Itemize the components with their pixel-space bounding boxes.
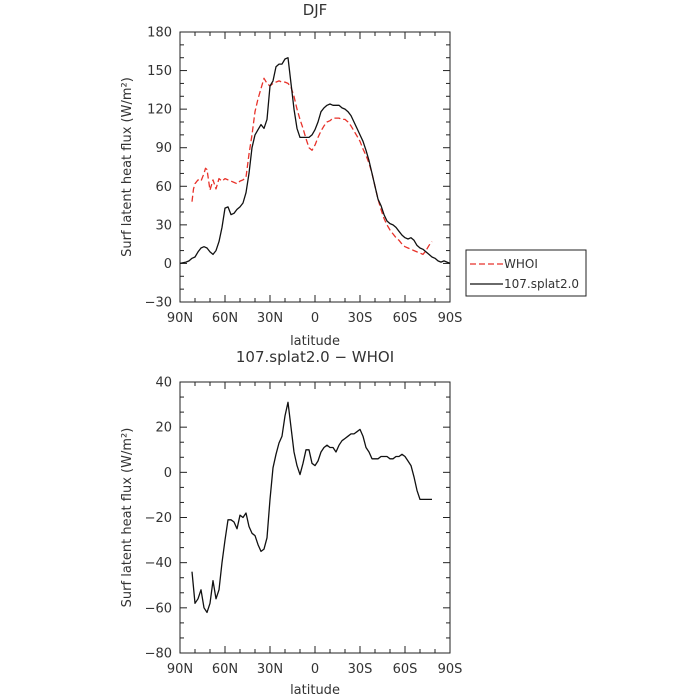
panel2-xtick-label: 30S (348, 662, 373, 677)
panel1-ytick-label: 120 (147, 103, 172, 118)
panel2-xtick-label: 60S (393, 662, 418, 677)
panel2-xtick-label: 90S (438, 662, 463, 677)
panel1-xtick-label: 90S (438, 311, 463, 326)
panel2-xtick-label: 90N (167, 662, 193, 677)
panel2-ytick-label: 0 (164, 466, 172, 481)
panel1-ylabel: Surf latent heat flux (W/m²) (120, 77, 135, 257)
panel1-xtick-label: 30S (348, 311, 373, 326)
panel1-xtick-label: 90N (167, 311, 193, 326)
panel2-ytick-label: −40 (145, 556, 172, 571)
panel2-ytick-label: −60 (145, 601, 172, 616)
panel1-xlabel: latitude (290, 334, 340, 349)
panel1-ytick-label: 90 (155, 141, 172, 156)
panel1-ytick-label: 150 (147, 64, 172, 79)
panel2-plot-frame (179, 381, 451, 654)
panel1-series-whoi (191, 77, 433, 256)
legend-box (465, 249, 587, 297)
panel2-ytick-label: −80 (145, 647, 172, 662)
panel2-ytick-label: −20 (145, 511, 172, 526)
panel1-xtick-label: 30N (257, 311, 283, 326)
panel1-ytick-label: −30 (145, 296, 172, 311)
panel2-series-series-1 (191, 401, 432, 614)
panel2-xtick-label: 0 (311, 662, 319, 677)
panel2-xlabel: latitude (290, 683, 340, 698)
panel1-xtick-label: 60S (393, 311, 418, 326)
panel2-ytick-label: 40 (155, 376, 172, 391)
panel2-ylabel: Surf latent heat flux (W/m²) (120, 428, 135, 608)
panel1-ytick-label: 30 (155, 218, 172, 233)
legend-label-whoi: WHOI (504, 257, 538, 271)
panel1-series-107-splat2-0 (179, 57, 451, 265)
panel1-title: DJF (303, 1, 328, 19)
panel2-xtick-label: 60N (212, 662, 238, 677)
panel1-ytick-label: 60 (155, 180, 172, 195)
panel2-ytick-label: 20 (155, 421, 172, 436)
panel1-ytick-label: 180 (147, 26, 172, 41)
panel1-ytick-label: 0 (164, 257, 172, 272)
panel1-xtick-label: 0 (311, 311, 319, 326)
legend-label-107-splat2-0: 107.splat2.0 (504, 277, 579, 291)
panel1-xtick-label: 60N (212, 311, 238, 326)
panel2-title: 107.splat2.0 − WHOI (236, 348, 394, 366)
panel1-plot-frame (179, 31, 451, 303)
panel2-xtick-label: 30N (257, 662, 283, 677)
